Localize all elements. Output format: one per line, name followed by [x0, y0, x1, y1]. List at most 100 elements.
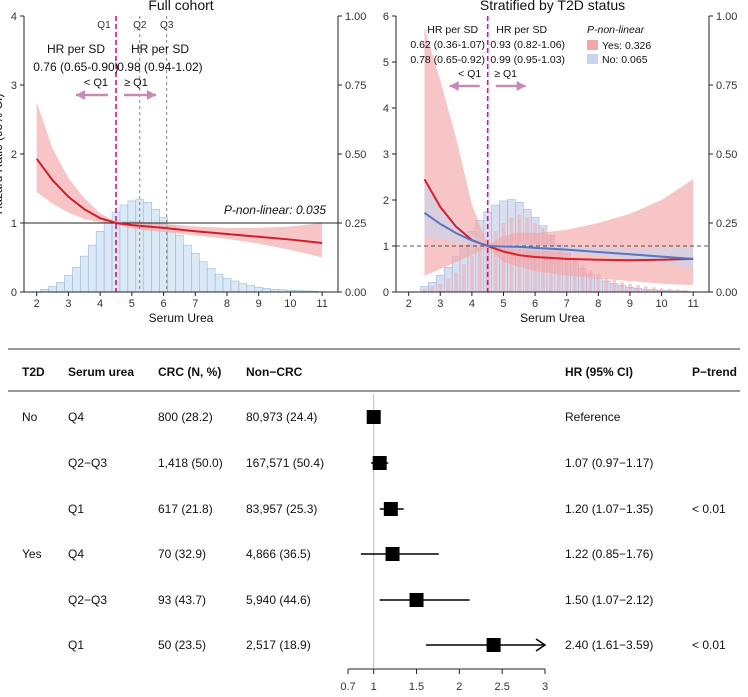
full-density-bar	[151, 208, 160, 293]
strat-right-hr-title: HR per SD	[496, 24, 547, 36]
stratified-x-tick-label: 8	[595, 298, 601, 310]
full-density-bar	[262, 288, 271, 293]
stratified-x-tick-label: 2	[406, 298, 412, 310]
full-x-tick-label: 11	[316, 298, 327, 310]
full-left-arrow-head	[75, 90, 85, 100]
full-y-tick-label: 0	[11, 287, 17, 299]
stratified-density-bar-yes	[438, 283, 443, 292]
full-x-tick-label: 5	[129, 298, 135, 310]
stratified-y2-tick-label: 1.00	[716, 11, 737, 23]
legend-swatch-0	[587, 40, 598, 50]
row-noncrc-3: 4,866 (36.5)	[246, 547, 311, 561]
stratified-y2-tick-label: 0.75	[716, 80, 737, 92]
full-density-bar	[222, 277, 232, 293]
stratified-density-bar-yes	[430, 286, 435, 292]
stratified-hr-line-yes	[423, 178, 694, 262]
stratified-density-bar-yes	[683, 289, 688, 292]
stratified-y-tick-label: 3	[383, 149, 389, 161]
row-hr-text-3: 1.22 (0.85−1.76)	[565, 547, 653, 561]
full-density-bar	[191, 253, 200, 293]
stratified-density-bar-yes	[580, 264, 585, 292]
row-crc-1: 1,418 (50.0)	[158, 456, 223, 470]
full-density-bar	[64, 275, 73, 293]
stratified-x-tick-label: 6	[532, 298, 538, 310]
full-q3-label: Q3	[160, 20, 174, 31]
stratified-density-bar-yes	[651, 287, 656, 292]
full-density-bar	[214, 273, 224, 293]
row-crc-4: 93 (43.7)	[158, 593, 206, 607]
row-noncrc-4: 5,940 (44.6)	[246, 593, 311, 607]
full-y2-tick-label: 1.00	[345, 11, 366, 23]
stratified-hr-line-no	[423, 212, 694, 260]
stratified-density-bar-yes	[620, 282, 625, 292]
full-right-arrow-head	[146, 90, 156, 100]
strat-right-range: ≥ Q1	[494, 68, 517, 80]
legend-label-1: No: 0.065	[602, 54, 648, 66]
row-t2d-3: Yes	[22, 547, 42, 561]
full-x-tick-label: 7	[192, 298, 198, 310]
forest-ci-arrow-5	[535, 638, 547, 652]
row-urea-4: Q2−Q3	[68, 593, 107, 607]
full-hr-line-overall	[35, 158, 323, 245]
full-q1-label: Q1	[97, 20, 111, 31]
forest-point-3	[385, 547, 400, 561]
row-hr-text-1: 1.07 (0.97−1.17)	[565, 456, 653, 470]
table-header-4: HR (95% CI)	[565, 365, 633, 379]
forest-point-2	[383, 502, 398, 516]
stratified-y-tick-label: 2	[383, 195, 389, 207]
row-hr-text-2: 1.20 (1.07−1.35)	[565, 502, 653, 516]
forest-point-0	[366, 410, 381, 424]
full-density-bar	[230, 280, 240, 293]
row-noncrc-1: 167,571 (50.4)	[246, 456, 324, 470]
table-header-3: Non−CRC	[246, 365, 303, 379]
row-hr-text-4: 1.50 (1.07−2.12)	[565, 593, 653, 607]
full-title: Full cohort	[148, 0, 213, 13]
forest-x-tick-label: 2	[456, 681, 462, 693]
row-noncrc-0: 80,973 (24.4)	[246, 410, 317, 424]
stratified-density-bar-yes	[612, 279, 617, 292]
forest-x-tick-label: 2.5	[495, 681, 510, 693]
full-density-bar	[198, 261, 208, 293]
forest-x-tick-label: 1.5	[409, 681, 424, 693]
row-hr-text-5: 2.40 (1.61−3.59)	[565, 638, 653, 652]
stratified-y2-tick-label: 0.00	[716, 287, 737, 299]
strat-right-hr-no: 0.99 (0.95-1.03)	[490, 54, 565, 66]
legend-swatch-1	[587, 54, 598, 64]
row-urea-2: Q1	[68, 502, 84, 516]
stratified-x-tick-label: 5	[500, 298, 506, 310]
stratified-x-label: Serum Urea	[520, 311, 585, 325]
table-header-5: P−trend	[692, 365, 737, 379]
full-density-bar	[48, 286, 57, 293]
forest-point-1	[372, 456, 387, 470]
full-x-tick-label: 8	[224, 298, 230, 310]
stratified-title: Stratified by T2D status	[480, 0, 625, 13]
stratified-density-bar-yes	[422, 289, 427, 292]
stratified-density-bar-yes	[643, 286, 648, 292]
full-density-bar	[119, 204, 129, 293]
full-y-tick-label: 1	[11, 218, 17, 230]
legend-label-0: Yes: 0.326	[602, 40, 651, 52]
row-ptrend-2: < 0.01	[692, 502, 726, 516]
forest-x-tick-label: 3	[542, 681, 548, 693]
full-density-bar	[254, 287, 263, 293]
stratified-y-tick-label: 5	[383, 57, 389, 69]
forest-point-5	[486, 638, 501, 652]
full-y2-tick-label: 0.75	[345, 80, 366, 92]
full-y2-tick-label: 0.25	[345, 218, 366, 230]
full-q2-label: Q2	[133, 20, 147, 31]
stratified-x-tick-label: 11	[687, 298, 698, 310]
strat-left-arrow-head	[449, 81, 459, 91]
table-header-2: CRC (N, %)	[158, 365, 221, 379]
stratified-x-tick-label: 4	[469, 298, 475, 310]
stratified-density-bar-yes	[604, 278, 609, 292]
stratified-density-bar-yes	[627, 283, 632, 292]
row-crc-0: 800 (28.2)	[158, 410, 213, 424]
stratified-density-bar-yes	[477, 247, 482, 292]
legend-title: P-non-linear	[587, 24, 645, 36]
forest-x-tick-label: 0.7	[340, 681, 355, 693]
stratified-y-tick-label: 6	[383, 11, 389, 23]
forest-x-tick-label: 1	[371, 681, 377, 693]
full-panel: Full cohort Q1 Q2 Q3 2 3 4 5 6 7 8 9 10 11 0 1 2 3 4 0.00 0.…	[0, 0, 366, 325]
strat-right-arrow-head	[516, 81, 526, 91]
full-x-tick-label: 6	[160, 298, 166, 310]
